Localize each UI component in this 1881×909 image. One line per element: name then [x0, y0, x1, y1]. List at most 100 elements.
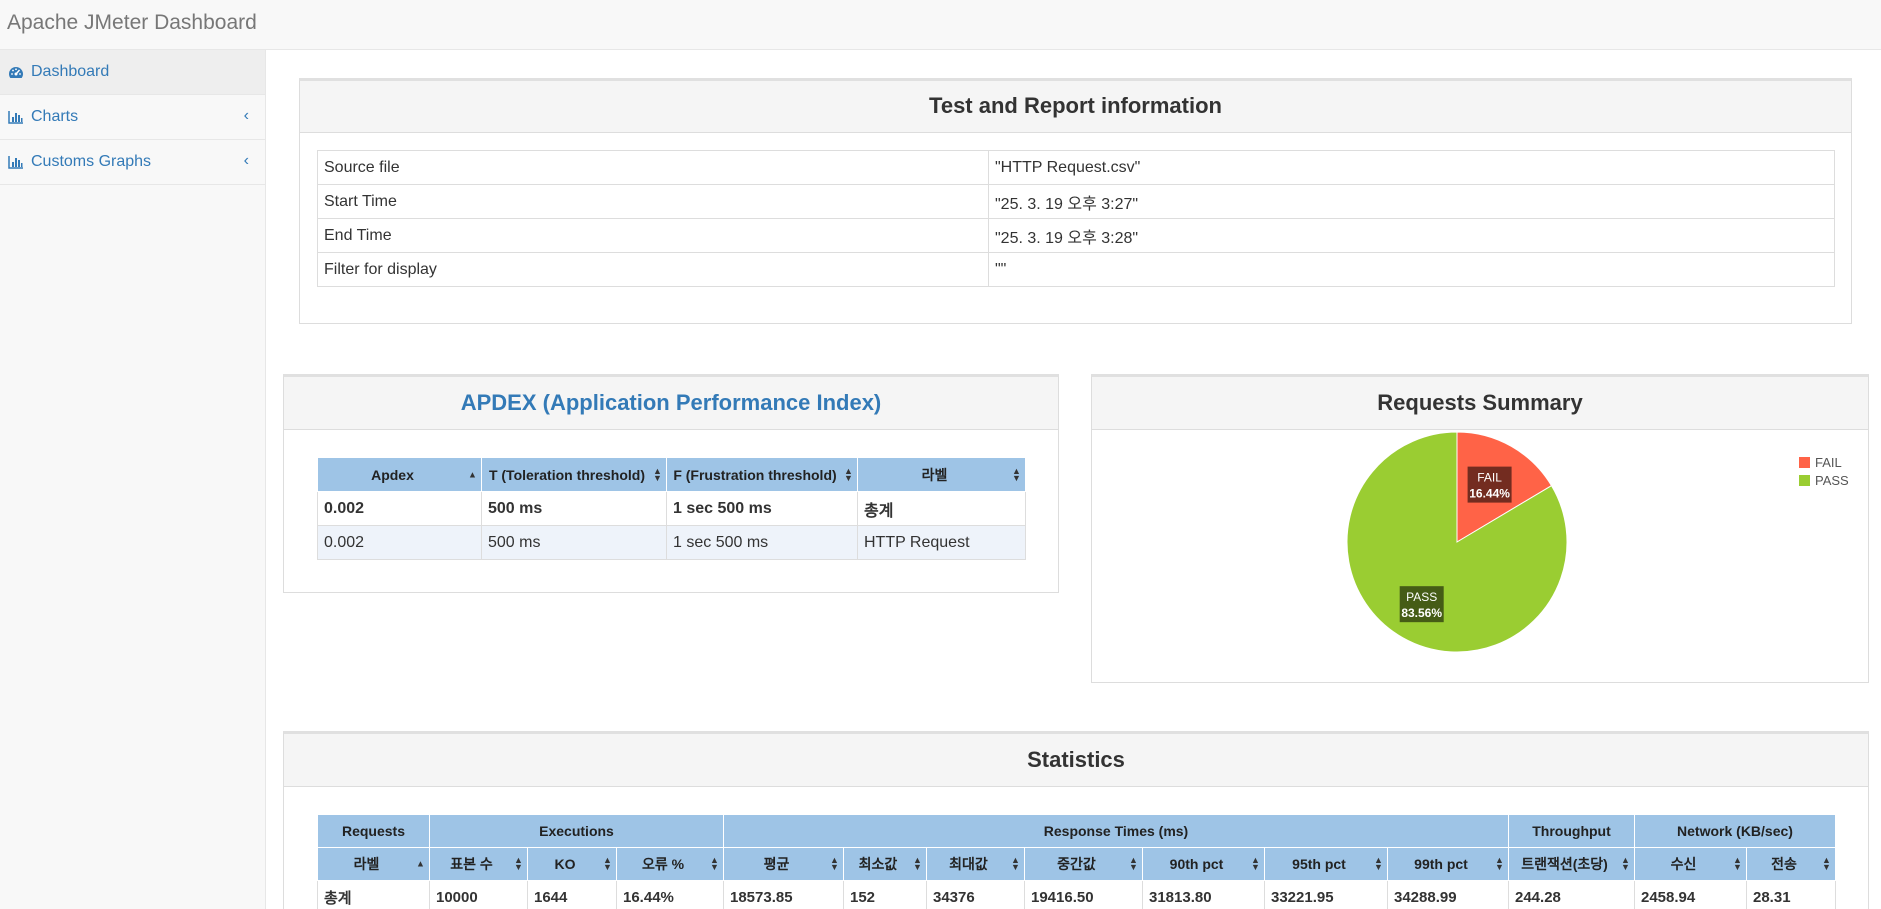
- column-header-toleration[interactable]: T (Toleration threshold) ▲ ▼: [481, 457, 667, 492]
- test-info-title: Test and Report information: [300, 81, 1851, 133]
- table-row: End Time "25. 3. 19 오후 3:28": [317, 218, 1835, 253]
- column-header[interactable]: 평균 ▲ ▼: [723, 847, 844, 881]
- pie-label-category: FAIL: [1477, 471, 1502, 485]
- sort-icon: ▲ ▼: [1129, 855, 1138, 872]
- column-header-label: 수신: [1670, 856, 1697, 872]
- apdex-title: APDEX (Application Performance Index): [284, 377, 1058, 430]
- legend-label: FAIL: [1815, 454, 1842, 470]
- group-header-requests: Requests: [317, 814, 430, 848]
- bar-chart-icon: [8, 156, 23, 169]
- sidebar-item-dashboard[interactable]: Dashboard: [0, 50, 265, 95]
- legend-item-fail[interactable]: FAIL: [1799, 453, 1849, 471]
- sort-icon: ▲ ▼: [710, 855, 719, 872]
- sort-icon: ▲ ▼: [1733, 855, 1742, 872]
- chevron-left-icon[interactable]: ‹: [243, 107, 249, 124]
- column-header-label: 라벨: [353, 856, 380, 872]
- table-row: 0.002 500 ms 1 sec 500 ms 총계: [317, 491, 1026, 526]
- column-header-label: 트랜잭션(초당): [1521, 856, 1608, 872]
- column-header-label: 90th pct: [1169, 856, 1224, 872]
- table-row: 0.002 500 ms 1 sec 500 ms HTTP Request: [317, 525, 1026, 560]
- column-header-label: 최소값: [858, 856, 898, 872]
- column-header-label: 평균: [763, 856, 790, 872]
- sort-icon: ▲ ▼: [1012, 465, 1021, 483]
- pie-label-category: PASS: [1406, 590, 1437, 604]
- label-cell: HTTP Request: [857, 525, 1026, 560]
- sidebar-item-label: Customs Graphs: [31, 153, 152, 170]
- column-header[interactable]: 수신 ▲ ▼: [1634, 847, 1747, 881]
- column-header[interactable]: 99th pct ▲ ▼: [1387, 847, 1509, 881]
- stat-cell: 244.28: [1508, 880, 1635, 909]
- chevron-left-icon[interactable]: ‹: [243, 152, 249, 169]
- sort-icon: ▲ ▼: [1011, 855, 1020, 872]
- apdex-cell: 0.002: [317, 525, 482, 560]
- legend-item-pass[interactable]: PASS: [1799, 471, 1849, 489]
- app-title[interactable]: Apache JMeter Dashboard: [7, 11, 257, 34]
- column-header-label: 중간값: [1057, 856, 1096, 872]
- apdex-panel: APDEX (Application Performance Index) Ap…: [283, 374, 1059, 593]
- column-header[interactable]: KO ▲ ▼: [527, 847, 617, 881]
- column-header[interactable]: 최대값 ▲ ▼: [926, 847, 1025, 881]
- sidebar-item-charts[interactable]: Charts ‹: [0, 95, 265, 140]
- sidebar-item-label: Dashboard: [31, 63, 110, 80]
- column-header-label: 최대값: [949, 856, 988, 872]
- dashboard-icon: [9, 67, 23, 78]
- info-value: "HTTP Request.csv": [988, 150, 1835, 185]
- sort-icon: ▲ ▼: [1495, 855, 1504, 872]
- frustration-cell: 1 sec 500 ms: [666, 491, 858, 526]
- info-value: "25. 3. 19 오후 3:27": [988, 184, 1835, 219]
- info-key: Source file: [317, 150, 989, 185]
- column-header[interactable]: 최소값 ▲ ▼: [843, 847, 927, 881]
- sort-icon: ▲ ▼: [1621, 855, 1630, 872]
- table-row: 총계 10000 1644 16.44% 18573.85 152 34376 19416.5…: [317, 880, 1836, 909]
- stat-cell: 34288.99: [1387, 880, 1509, 909]
- legend-label: PASS: [1815, 472, 1849, 488]
- column-header[interactable]: 오류 % ▲ ▼: [616, 847, 724, 881]
- sidebar-item-customs-graphs[interactable]: Customs Graphs ‹: [0, 140, 265, 185]
- sort-asc-icon: ▲: [468, 469, 477, 479]
- toleration-cell: 500 ms: [481, 525, 667, 560]
- column-header-label: KO: [554, 856, 576, 872]
- table-row: Filter for display "": [317, 252, 1835, 287]
- test-info-table: Source file "HTTP Request.csv" Start Tim…: [317, 150, 1835, 287]
- column-header[interactable]: 중간값 ▲ ▼: [1024, 847, 1143, 881]
- info-value: "25. 3. 19 오후 3:28": [988, 218, 1835, 253]
- requests-pie-chart: FAIL 16.44% PASS 83.56%: [1346, 431, 1568, 653]
- sort-icon: ▲ ▼: [514, 855, 523, 872]
- stat-cell: 2458.94: [1634, 880, 1747, 909]
- chart-legend: FAIL PASS: [1799, 453, 1849, 489]
- column-header[interactable]: 전송 ▲ ▼: [1746, 847, 1836, 881]
- sidebar: Dashboard Charts ‹ Customs Graphs ‹: [0, 50, 266, 909]
- column-header-apdex[interactable]: Apdex ▲: [317, 457, 482, 492]
- stat-cell: 10000: [429, 880, 528, 909]
- bar-chart-icon: [8, 111, 23, 124]
- group-header-row: Requests Executions Response Times (ms) …: [317, 814, 1836, 848]
- sort-icon: ▲ ▼: [830, 855, 839, 872]
- column-header[interactable]: 트랜잭션(초당) ▲ ▼: [1508, 847, 1635, 881]
- stat-cell: 총계: [317, 880, 430, 909]
- stat-cell: 1644: [527, 880, 617, 909]
- column-header[interactable]: 라벨 ▲: [317, 847, 430, 881]
- column-header-row: 라벨 ▲ 표본 수 ▲ ▼ KO ▲ ▼ 오류 % ▲ ▼ 평균 ▲ ▼ 최소값 ▲ ▼ 최대값 ▲ ▼ 중간값 ▲ ▼ 90…: [317, 847, 1836, 881]
- sort-icon: ▲ ▼: [653, 465, 662, 483]
- column-header-label: 99th pct: [1414, 856, 1468, 872]
- info-key: Start Time: [317, 184, 989, 219]
- requests-summary-panel: Requests Summary FAIL 16.44% PASS 83.56% FA…: [1091, 374, 1869, 683]
- pass-swatch: [1799, 474, 1810, 486]
- requests-summary-title: Requests Summary: [1092, 377, 1868, 430]
- column-header[interactable]: 95th pct ▲ ▼: [1264, 847, 1388, 881]
- apdex-cell: 0.002: [317, 491, 482, 526]
- sort-icon: ▲ ▼: [844, 465, 853, 483]
- column-header-frustration[interactable]: F (Frustration threshold) ▲ ▼: [666, 457, 858, 492]
- top-navbar: Apache JMeter Dashboard: [0, 0, 1881, 50]
- group-header-throughput: Throughput: [1508, 814, 1635, 848]
- info-key: Filter for display: [317, 252, 989, 287]
- column-header[interactable]: 표본 수 ▲ ▼: [429, 847, 528, 881]
- stat-cell: 34376: [926, 880, 1025, 909]
- info-value: "": [988, 252, 1835, 287]
- column-header[interactable]: 90th pct ▲ ▼: [1142, 847, 1265, 881]
- column-header-label[interactable]: 라벨 ▲ ▼: [857, 457, 1026, 492]
- group-header-response-times: Response Times (ms): [723, 814, 1509, 848]
- stat-cell: 19416.50: [1024, 880, 1143, 909]
- sort-icon: ▲ ▼: [1822, 855, 1831, 872]
- column-header-label: 오류 %: [641, 856, 685, 872]
